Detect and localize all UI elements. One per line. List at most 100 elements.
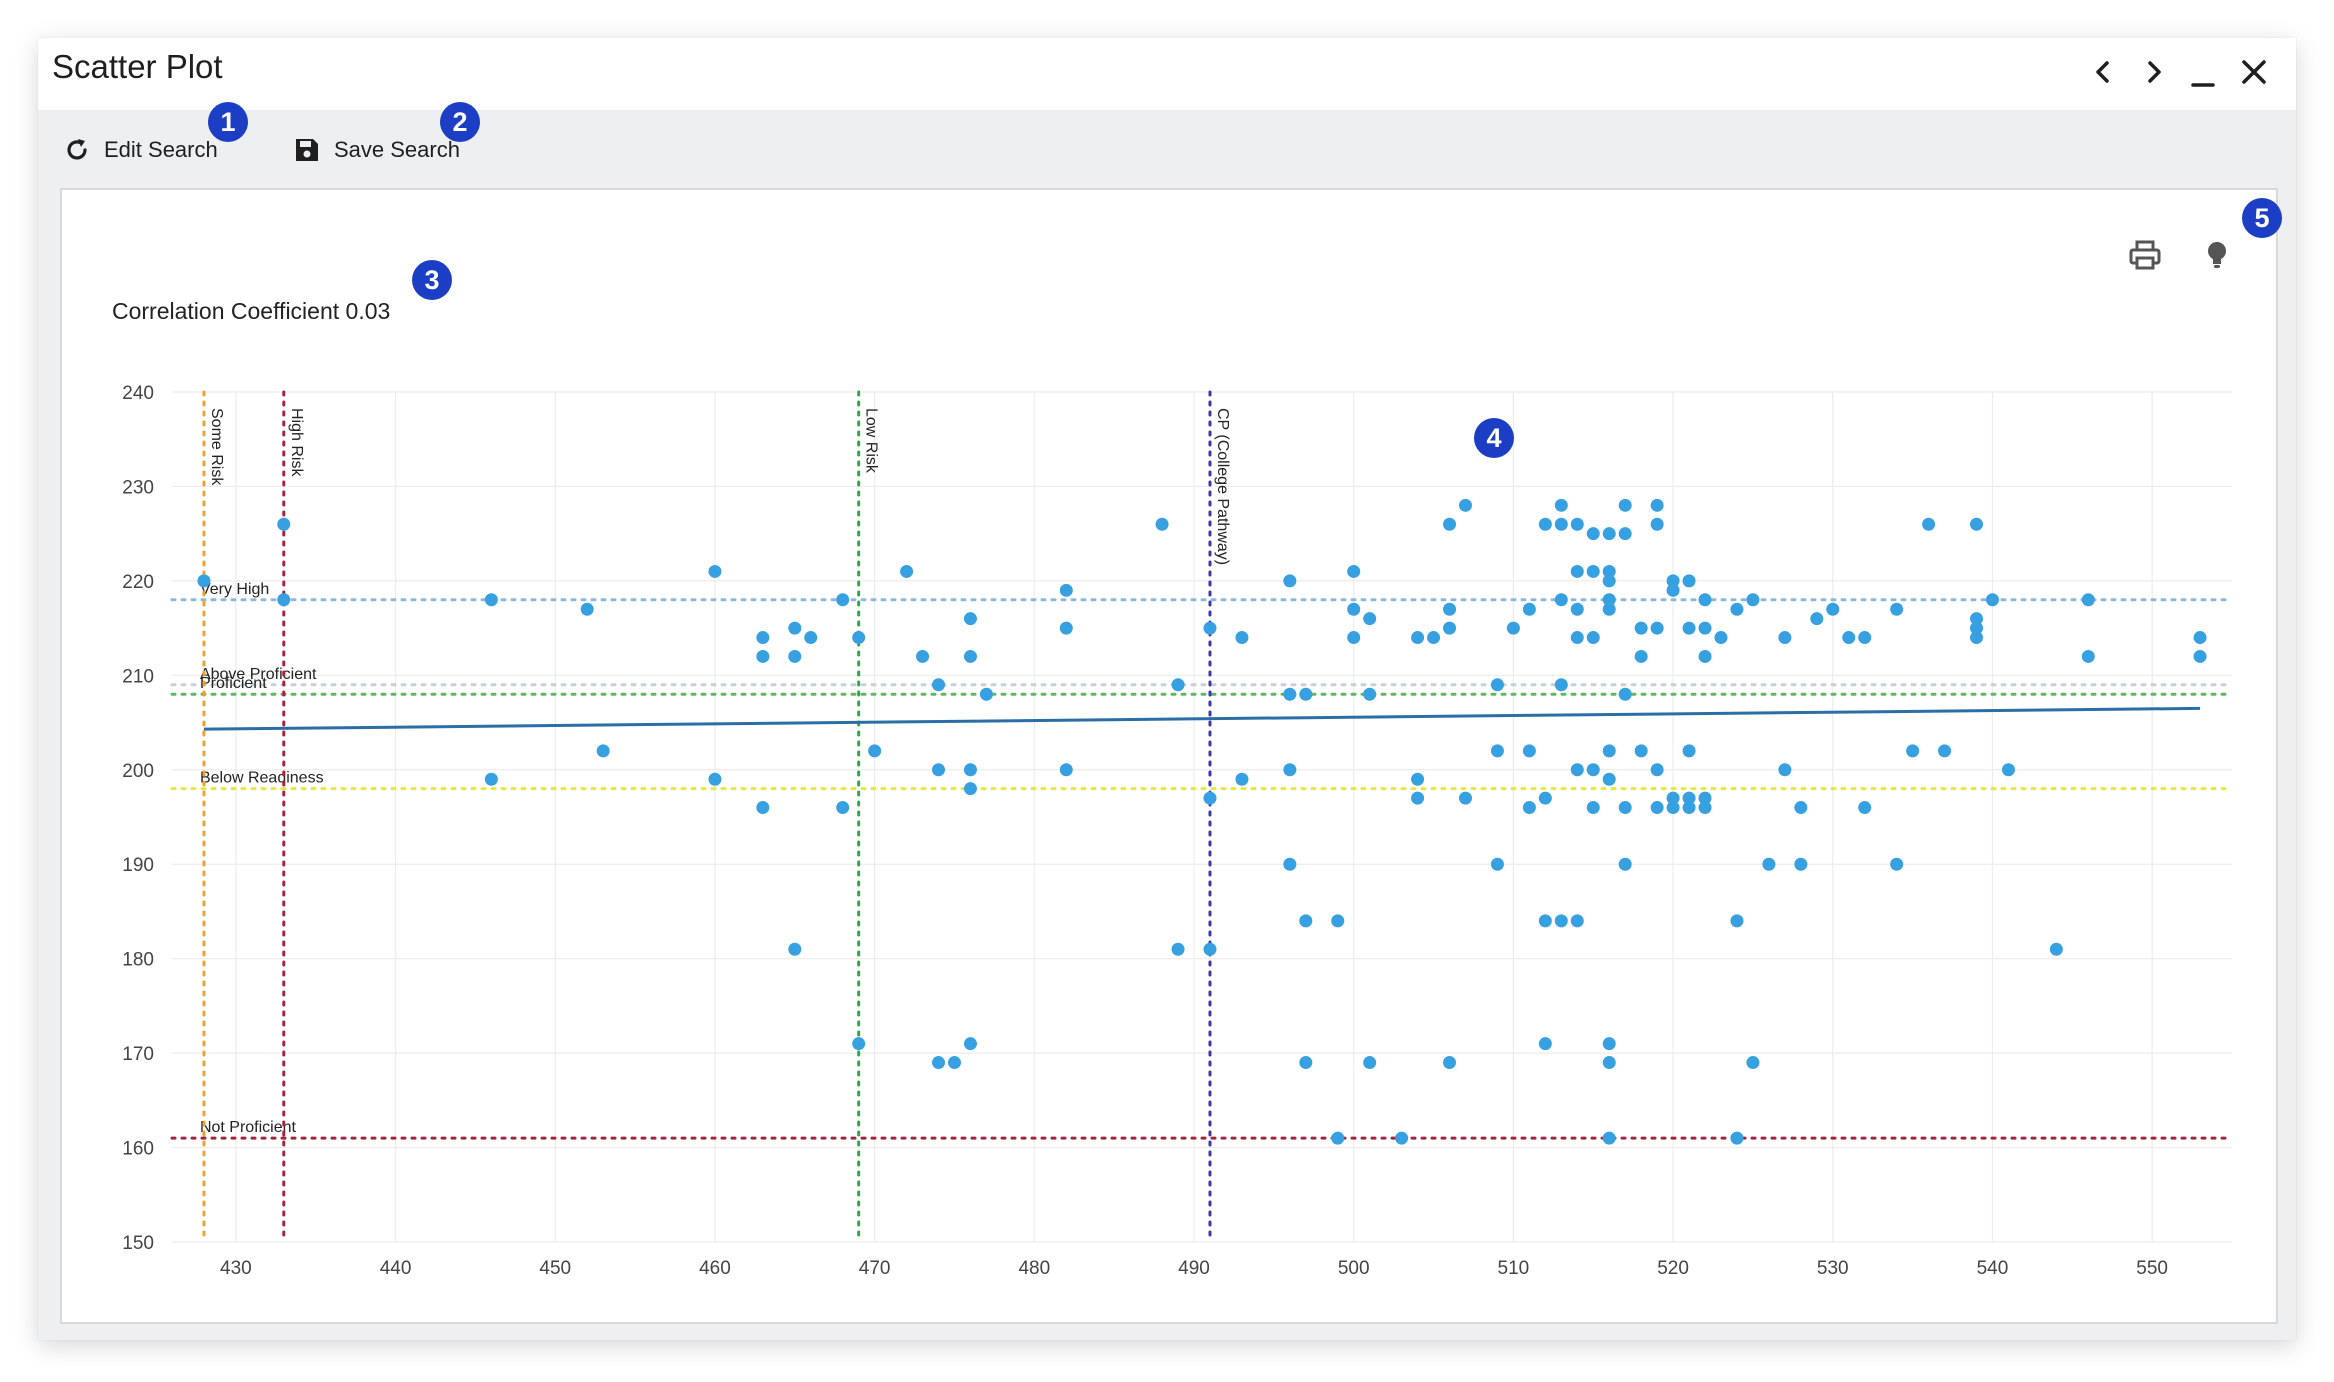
data-point [1522, 744, 1536, 758]
data-point [1538, 791, 1552, 805]
data-point [1411, 631, 1425, 645]
data-point [1890, 857, 1904, 871]
reference-line-label: CP (College Pathway) [1214, 408, 1231, 565]
data-point [1794, 857, 1808, 871]
data-point [1602, 602, 1616, 616]
data-point [963, 1037, 977, 1051]
data-point [1602, 527, 1616, 541]
data-point [277, 517, 291, 531]
data-point [1810, 612, 1824, 626]
data-point [1363, 687, 1377, 701]
reference-line-label: Above Proficient [200, 666, 317, 683]
data-point [900, 564, 914, 578]
data-point [1906, 744, 1920, 758]
data-point [963, 612, 977, 626]
data-point [1570, 763, 1584, 777]
data-point [2049, 942, 2063, 956]
data-point [1778, 631, 1792, 645]
data-point [1299, 1056, 1313, 1070]
data-point [963, 649, 977, 663]
data-point [1490, 678, 1504, 692]
reference-line-label: Some Risk [208, 408, 225, 486]
data-point [1490, 744, 1504, 758]
data-point [1618, 687, 1632, 701]
data-point [868, 744, 882, 758]
data-point [756, 631, 770, 645]
data-point [1347, 564, 1361, 578]
data-point [197, 574, 211, 588]
x-tick-label: 460 [699, 1258, 731, 1279]
callout-badge-3: 3 [412, 260, 452, 300]
minimize-icon[interactable] [2184, 52, 2224, 92]
x-tick-label: 450 [539, 1258, 571, 1279]
reference-line-label: Very High [200, 581, 269, 598]
data-point [1395, 1131, 1409, 1145]
data-point [1714, 631, 1728, 645]
data-point [1730, 914, 1744, 928]
data-point [2193, 649, 2207, 663]
data-point [788, 942, 802, 956]
data-point [1363, 612, 1377, 626]
print-icon[interactable] [2128, 238, 2162, 272]
data-point [1842, 631, 1856, 645]
lightbulb-icon[interactable] [2200, 238, 2234, 272]
data-point [1427, 631, 1441, 645]
data-point [1922, 517, 1936, 531]
data-point [1059, 763, 1073, 777]
data-point [756, 801, 770, 815]
data-point [1698, 649, 1712, 663]
chevron-left-icon[interactable] [2083, 52, 2123, 92]
data-point [1650, 517, 1664, 531]
data-point [1554, 914, 1568, 928]
x-tick-label: 510 [1498, 1258, 1530, 1279]
data-point [1778, 763, 1792, 777]
trend-line [203, 706, 2201, 731]
data-point [1634, 621, 1648, 635]
data-point [836, 801, 850, 815]
data-point [1602, 1037, 1616, 1051]
data-point [1602, 1131, 1616, 1145]
data-point [1794, 801, 1808, 815]
data-point [2081, 593, 2095, 607]
data-point [1155, 517, 1169, 531]
data-point [1666, 801, 1680, 815]
data-point [1666, 574, 1680, 588]
y-tick-label: 160 [122, 1139, 154, 1160]
data-point [1969, 612, 1983, 626]
x-tick-label: 440 [380, 1258, 412, 1279]
data-point [2081, 649, 2095, 663]
data-point [580, 602, 594, 616]
data-point [1059, 583, 1073, 597]
x-tick-label: 530 [1817, 1258, 1849, 1279]
data-point [1618, 498, 1632, 512]
data-point [1059, 621, 1073, 635]
data-point [932, 763, 946, 777]
data-point [1458, 498, 1472, 512]
data-point [1331, 914, 1345, 928]
data-point [1618, 857, 1632, 871]
data-point [1858, 631, 1872, 645]
chart-panel: Correlation Coefficient 0.03 150 160 170 18… [60, 188, 2278, 1324]
reference-line-label: Proficient [200, 675, 267, 692]
edit-search-button[interactable]: Edit Search [64, 130, 218, 170]
chevron-right-icon[interactable] [2134, 52, 2174, 92]
data-point [788, 649, 802, 663]
data-point [1443, 517, 1457, 531]
data-point [1698, 801, 1712, 815]
data-point [1826, 602, 1840, 616]
data-point [1634, 649, 1648, 663]
data-point [1586, 801, 1600, 815]
save-search-button[interactable]: Save Search [294, 130, 460, 170]
data-point [1203, 791, 1217, 805]
callout-badge-4: 4 [1474, 418, 1514, 458]
correlation-coefficient: Correlation Coefficient 0.03 [112, 298, 391, 324]
data-point [1570, 564, 1584, 578]
close-icon[interactable] [2234, 52, 2274, 92]
data-point [1586, 527, 1600, 541]
data-point [963, 763, 977, 777]
data-point [947, 1056, 961, 1070]
data-point [1698, 593, 1712, 607]
data-point [1858, 801, 1872, 815]
callout-badge-1: 1 [208, 102, 248, 142]
data-point [1586, 564, 1600, 578]
